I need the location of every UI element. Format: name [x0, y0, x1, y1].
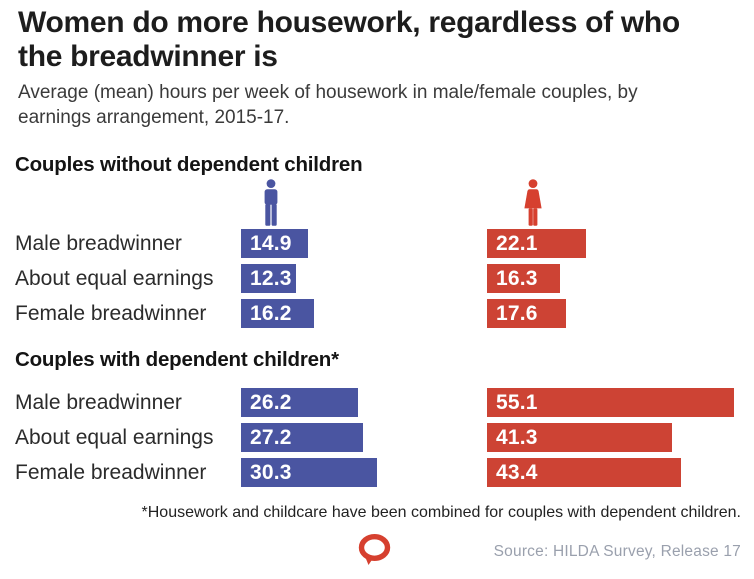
female-icon	[524, 179, 542, 226]
row-label: Male breadwinner	[15, 391, 182, 414]
page-subtitle: Average (mean) hours per week of housewo…	[18, 82, 638, 128]
male-bar: 30.3	[241, 458, 377, 487]
table-row: About equal earnings 12.3 16.3	[0, 264, 754, 293]
table-row: Female breadwinner 30.3 43.4	[0, 458, 754, 487]
table-row: Male breadwinner 14.9 22.1	[0, 229, 754, 258]
male-icon	[264, 179, 278, 226]
male-bar: 26.2	[241, 388, 359, 417]
female-bar: 43.4	[487, 458, 682, 487]
male-bar: 27.2	[241, 423, 363, 452]
table-row: About equal earnings 27.2 41.3	[0, 423, 754, 452]
section-heading-with-children: Couples with dependent children*	[15, 348, 339, 371]
table-row: Female breadwinner 16.2 17.6	[0, 299, 754, 328]
male-bar: 14.9	[241, 229, 308, 258]
row-label: About equal earnings	[15, 267, 214, 290]
row-label: Female breadwinner	[15, 302, 207, 325]
female-bar: 41.3	[487, 423, 673, 452]
male-bar: 16.2	[241, 299, 314, 328]
page-title: Women do more housework, regardless of w…	[18, 6, 680, 73]
female-bar: 22.1	[487, 229, 586, 258]
footnote: *Housework and childcare have been combi…	[141, 504, 741, 521]
row-label: About equal earnings	[15, 426, 214, 449]
section-heading-without-children: Couples without dependent children	[15, 153, 363, 176]
male-bar: 12.3	[241, 264, 297, 293]
source-credit: Source: HILDA Survey, Release 17	[493, 543, 741, 560]
speech-bubble-logo-icon	[358, 534, 391, 565]
row-label: Female breadwinner	[15, 461, 207, 484]
female-bar: 17.6	[487, 299, 566, 328]
female-bar: 55.1	[487, 388, 734, 417]
row-label: Male breadwinner	[15, 232, 182, 255]
table-row: Male breadwinner 26.2 55.1	[0, 388, 754, 417]
female-bar: 16.3	[487, 264, 561, 293]
